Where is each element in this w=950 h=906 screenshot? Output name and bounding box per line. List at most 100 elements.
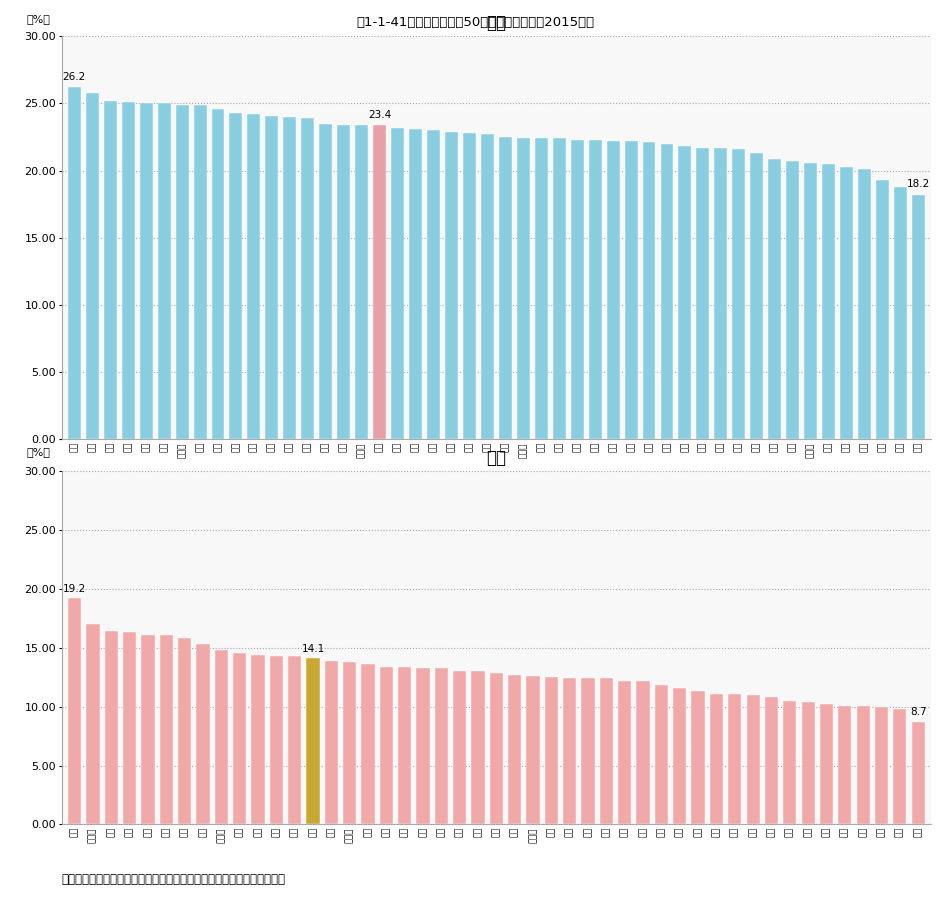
Bar xyxy=(67,87,81,439)
Bar xyxy=(750,153,763,439)
Bar xyxy=(642,142,656,439)
Bar xyxy=(857,706,870,824)
Bar xyxy=(517,139,530,439)
Bar xyxy=(197,644,210,824)
Bar xyxy=(893,709,906,824)
Bar xyxy=(838,706,851,824)
Bar xyxy=(123,632,136,824)
Bar xyxy=(104,631,118,824)
Text: 23.4: 23.4 xyxy=(368,110,391,120)
Bar xyxy=(674,688,686,824)
Bar xyxy=(660,144,674,439)
Bar xyxy=(678,147,692,439)
Bar xyxy=(499,137,512,439)
Bar xyxy=(435,668,448,824)
Text: 14.1: 14.1 xyxy=(301,643,325,654)
Bar xyxy=(428,130,440,439)
Bar xyxy=(747,695,760,824)
Bar xyxy=(230,113,242,439)
Text: （%）: （%） xyxy=(27,447,51,457)
Bar xyxy=(471,671,484,824)
Bar xyxy=(355,125,369,439)
Bar xyxy=(769,159,781,439)
Bar xyxy=(319,123,332,439)
Bar xyxy=(86,624,100,824)
Bar xyxy=(270,656,283,824)
Bar xyxy=(636,680,650,824)
Bar xyxy=(912,722,924,824)
Bar xyxy=(875,707,888,824)
Bar xyxy=(194,105,206,439)
Bar xyxy=(142,635,155,824)
Bar xyxy=(912,195,925,439)
Bar xyxy=(544,678,558,824)
Bar xyxy=(692,691,705,824)
Bar xyxy=(176,105,188,439)
Bar xyxy=(732,149,746,439)
Bar xyxy=(307,659,319,824)
Bar xyxy=(445,131,458,439)
Bar xyxy=(607,141,619,439)
Title: 男性: 男性 xyxy=(486,14,506,32)
Bar xyxy=(655,686,668,824)
Bar xyxy=(380,667,393,824)
Bar xyxy=(728,694,741,824)
Bar xyxy=(820,704,833,824)
Bar xyxy=(391,128,404,439)
Bar xyxy=(481,134,494,439)
Bar xyxy=(463,133,476,439)
Bar xyxy=(215,651,228,824)
Bar xyxy=(325,660,338,824)
Text: 第1-1-41図　都道府県別50歳時の未婚割合（2015年）: 第1-1-41図 都道府県別50歳時の未婚割合（2015年） xyxy=(356,16,594,29)
Bar xyxy=(787,161,799,439)
Bar xyxy=(858,169,871,439)
Bar xyxy=(696,148,710,439)
Bar xyxy=(233,652,246,824)
Text: 8.7: 8.7 xyxy=(910,708,926,718)
Bar xyxy=(343,662,356,824)
Bar xyxy=(894,187,907,439)
Bar xyxy=(252,655,264,824)
Bar xyxy=(416,668,429,824)
Bar xyxy=(212,109,224,439)
Bar xyxy=(802,702,815,824)
Bar xyxy=(398,667,411,824)
Bar xyxy=(68,598,81,824)
Title: 女性: 女性 xyxy=(486,448,506,467)
Text: （%）: （%） xyxy=(27,14,51,24)
Bar xyxy=(805,162,817,439)
Bar xyxy=(409,129,422,439)
Bar xyxy=(783,701,796,824)
Bar xyxy=(160,635,173,824)
Bar xyxy=(571,140,583,439)
Bar xyxy=(337,125,351,439)
Bar xyxy=(822,164,835,439)
Bar xyxy=(453,671,466,824)
Bar xyxy=(490,672,503,824)
Text: 19.2: 19.2 xyxy=(63,583,86,593)
Bar xyxy=(710,694,723,824)
Bar xyxy=(104,101,117,439)
Bar xyxy=(140,103,153,439)
Bar xyxy=(765,698,778,824)
Bar xyxy=(288,656,301,824)
Bar xyxy=(301,118,314,439)
Bar xyxy=(247,114,260,439)
Bar xyxy=(535,139,548,439)
Text: 18.2: 18.2 xyxy=(907,179,930,189)
Bar xyxy=(624,141,637,439)
Bar xyxy=(178,639,191,824)
Bar xyxy=(122,102,135,439)
Bar xyxy=(553,139,565,439)
Bar xyxy=(508,675,522,824)
Bar xyxy=(361,664,374,824)
Bar xyxy=(563,679,577,824)
Bar xyxy=(618,680,632,824)
Bar xyxy=(876,180,889,439)
Bar xyxy=(714,148,728,439)
Text: 26.2: 26.2 xyxy=(63,72,86,82)
Bar xyxy=(581,679,595,824)
Bar xyxy=(840,167,853,439)
Bar xyxy=(86,92,99,439)
Bar xyxy=(526,676,540,824)
